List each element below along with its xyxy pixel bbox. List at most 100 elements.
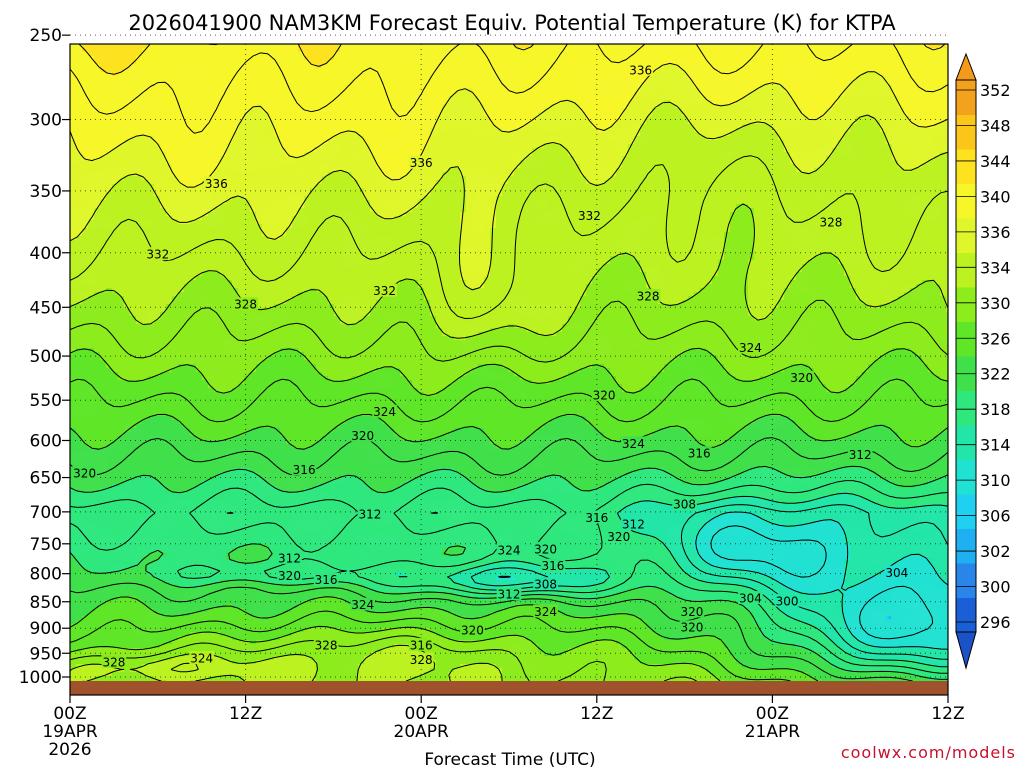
plot-frame bbox=[69, 43, 949, 696]
colorbar-frame bbox=[955, 79, 977, 633]
contour-label-text: 324 bbox=[190, 652, 213, 666]
colorbar-bin bbox=[956, 321, 976, 357]
contour-label-text: 324 bbox=[498, 544, 521, 558]
contour-label-328: 328 bbox=[233, 297, 258, 312]
watermark: coolwx.com/models bbox=[841, 743, 1016, 762]
contour-label-312: 312 bbox=[847, 447, 873, 462]
colorbar-bin bbox=[956, 528, 976, 564]
contour-330 bbox=[70, 203, 948, 681]
contour-label-text: 304 bbox=[885, 566, 908, 580]
x-tick-date: 21APR bbox=[745, 722, 801, 742]
colorbar-bin bbox=[956, 287, 976, 322]
contour-label-text: 308 bbox=[673, 498, 696, 512]
contour-label-text: 328 bbox=[637, 289, 660, 303]
colorbar-tick-label: 340 bbox=[980, 187, 1011, 206]
contour-label-300: 300 bbox=[774, 593, 800, 608]
contour-322 bbox=[70, 413, 948, 681]
y-tick-label: 850 bbox=[30, 593, 62, 613]
contour-label-332: 332 bbox=[145, 247, 171, 262]
contour-label-text: 312 bbox=[278, 551, 301, 565]
contour-label-text: 312 bbox=[359, 508, 382, 522]
contour-label-324: 324 bbox=[372, 404, 398, 419]
colorbar-tick-label: 314 bbox=[980, 436, 1011, 455]
contour-label-320: 320 bbox=[591, 387, 617, 402]
colorbar-tick-label: 344 bbox=[980, 152, 1011, 171]
contour-label-text: 328 bbox=[234, 298, 257, 312]
colorbar-bin bbox=[956, 459, 976, 495]
contour-324 bbox=[70, 378, 948, 681]
y-tick-label: 750 bbox=[30, 535, 62, 555]
contour-label-320: 320 bbox=[533, 541, 558, 556]
y-tick-label: 550 bbox=[30, 391, 62, 411]
colorbar-tick-label: 300 bbox=[980, 578, 1011, 597]
colorbar-bin bbox=[956, 218, 976, 253]
contour-label-text: 320 bbox=[278, 569, 301, 583]
x-tick-label: 12Z bbox=[229, 704, 262, 724]
contour-label-328: 328 bbox=[101, 654, 127, 669]
contour-label-text: 312 bbox=[622, 517, 645, 531]
colorbar-tick-label: 302 bbox=[980, 542, 1011, 561]
contour-label-text: 324 bbox=[622, 437, 645, 451]
colorbar-tick-label: 330 bbox=[980, 294, 1011, 313]
colorbar-bin bbox=[956, 252, 976, 288]
contour-label-text: 320 bbox=[790, 371, 813, 385]
colorbar: 352 348 344 340 336 334 330 326 322 318 314 310 306 3… bbox=[955, 52, 1011, 670]
contour-label-328: 328 bbox=[818, 214, 844, 229]
y-tick-label: 800 bbox=[30, 565, 62, 585]
contour-label-text: 320 bbox=[680, 605, 703, 619]
contour-label-text: 300 bbox=[776, 594, 799, 608]
contour-label-328: 328 bbox=[408, 652, 434, 667]
colorbar-tick-label: 334 bbox=[980, 258, 1011, 277]
contour-label-336: 336 bbox=[408, 155, 434, 170]
x-tick-year: 2026 bbox=[48, 740, 91, 760]
contour-label-text: 336 bbox=[410, 156, 433, 170]
y-tick-label: 950 bbox=[30, 644, 62, 664]
colorbar-bin bbox=[956, 494, 976, 529]
colorbar-tick-label: 336 bbox=[980, 223, 1011, 242]
ground-strip bbox=[70, 681, 948, 695]
contour-label-text: 320 bbox=[461, 623, 484, 637]
x-axis-title: Forecast Time (UTC) bbox=[424, 750, 595, 768]
contour-label-312: 312 bbox=[357, 507, 383, 522]
contour-label-text: 332 bbox=[578, 209, 601, 223]
contour-label-328: 328 bbox=[313, 637, 339, 652]
contour-label-324: 324 bbox=[350, 597, 376, 612]
contour-label-316: 316 bbox=[584, 510, 610, 525]
contour-label-text: 336 bbox=[205, 177, 228, 191]
contour-label-text: 316 bbox=[541, 559, 564, 573]
grid-lines bbox=[70, 34, 948, 681]
contour-label-336: 336 bbox=[628, 62, 654, 77]
contour-label-text: 312 bbox=[498, 588, 521, 602]
contour-label-text: 336 bbox=[629, 63, 652, 77]
contour-label-324: 324 bbox=[496, 543, 522, 558]
chart-title: 2026041900 NAM3KM Forecast Equiv. Potent… bbox=[128, 11, 896, 35]
x-tick-label: 00Z bbox=[53, 704, 86, 724]
y-tick-label: 450 bbox=[30, 298, 62, 318]
contour-label-text: 304 bbox=[739, 592, 762, 606]
y-tick-label: 900 bbox=[30, 619, 62, 639]
y-tick-label: 400 bbox=[30, 244, 62, 264]
contour-label-text: 316 bbox=[585, 511, 608, 525]
contour-label-text: 320 bbox=[351, 429, 374, 443]
contour-label-text: 332 bbox=[373, 284, 396, 298]
contour-336 bbox=[70, 62, 948, 188]
x-tick-label: 00Z bbox=[405, 704, 438, 724]
contour-label-text: 328 bbox=[102, 655, 125, 669]
contour-label-320: 320 bbox=[679, 620, 705, 635]
contour-label-text: 320 bbox=[680, 621, 703, 635]
contour-label-316: 316 bbox=[540, 558, 566, 573]
x-tick-label: 12Z bbox=[580, 704, 613, 724]
contour-label-text: 312 bbox=[849, 448, 872, 462]
y-tick-label: 500 bbox=[30, 347, 62, 367]
contour-label-text: 328 bbox=[315, 638, 338, 652]
contour-label-text: 316 bbox=[315, 573, 338, 587]
colorbar-tick-label: 296 bbox=[980, 613, 1011, 632]
colorbar-bin bbox=[956, 183, 976, 219]
contour-label-332: 332 bbox=[577, 208, 602, 223]
colorbar-bin bbox=[956, 390, 976, 426]
contour-label-316: 316 bbox=[291, 462, 317, 477]
contour-label-308: 308 bbox=[672, 497, 697, 512]
contour-308 bbox=[710, 525, 934, 640]
contour-label-320: 320 bbox=[679, 604, 705, 619]
x-tick-label: 00Z bbox=[756, 704, 789, 724]
